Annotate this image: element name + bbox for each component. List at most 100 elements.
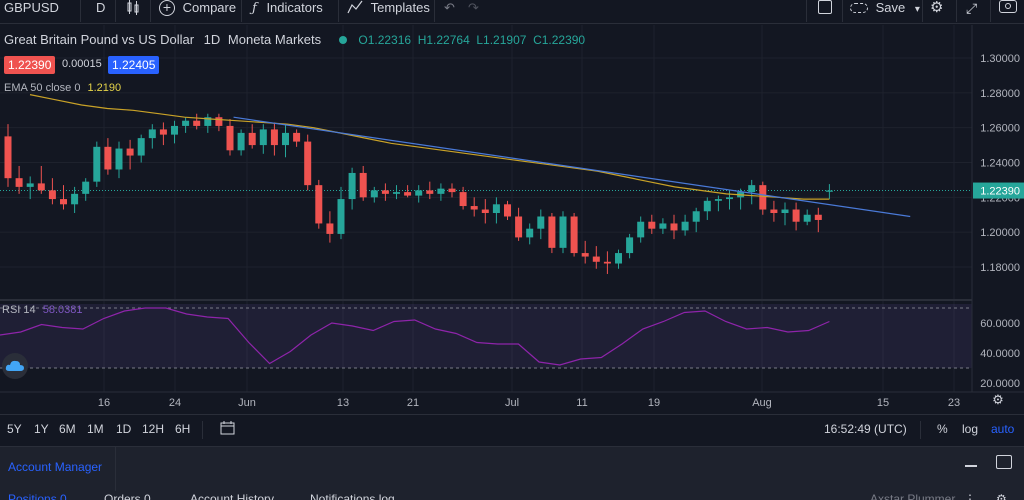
cloud-icon	[850, 3, 868, 13]
clock[interactable]: 16:52:49 (UTC)	[824, 422, 907, 436]
account-menu-button[interactable]: ⋮	[964, 492, 976, 500]
camera-icon	[999, 0, 1017, 13]
candle-body	[659, 223, 667, 229]
candle-body	[137, 138, 145, 156]
chevron-down-icon: ▾	[914, 4, 920, 15]
account-settings-button[interactable]: ⚙	[996, 492, 1007, 500]
time-tick-label: 11	[576, 397, 587, 409]
candle-body	[726, 197, 733, 200]
chart-legend: Great Britain Pound vs US Dollar 1D Mone…	[4, 32, 585, 47]
account-selector[interactable]: Axstar Plummer	[870, 492, 956, 500]
time-tick-label: 21	[407, 397, 419, 409]
rsi-tick-label: 60.0000	[980, 318, 1020, 330]
candle-body	[648, 221, 656, 229]
maximize-panel-button[interactable]	[996, 455, 1012, 469]
candle-body	[270, 129, 278, 146]
candle-body	[681, 221, 689, 231]
range-1m[interactable]: 1M	[87, 422, 104, 436]
candle-body	[115, 148, 123, 170]
minimize-panel-button[interactable]	[964, 455, 978, 469]
chart-grid	[0, 25, 972, 392]
settings-button[interactable]: ⚙	[930, 0, 943, 24]
layout-button[interactable]	[818, 0, 832, 24]
price-tick-label: 1.18000	[980, 262, 1020, 274]
candle-body	[326, 223, 334, 234]
range-1d[interactable]: 1D	[116, 422, 132, 436]
broker-logo[interactable]	[2, 353, 28, 379]
toolbar-divider	[80, 0, 81, 22]
candle-body	[15, 178, 23, 187]
chart-pane[interactable]: 1.300001.280001.260001.240001.220001.200…	[0, 25, 1024, 410]
candle-body	[259, 129, 267, 146]
ema-legend[interactable]: EMA 50 close 0 1.2190	[4, 82, 122, 94]
candle-body	[370, 190, 378, 198]
time-tick-label: 23	[948, 397, 960, 409]
candle-body	[770, 209, 778, 214]
account-manager-panel: Account Manager Positions 0 Orders 0 Acc…	[0, 446, 1024, 500]
candle-body	[581, 253, 589, 257]
tab-positions[interactable]: Positions 0	[8, 492, 67, 500]
candle-body	[215, 117, 223, 126]
status-dot-icon	[338, 36, 347, 44]
percent-toggle[interactable]: %	[937, 422, 948, 436]
candle-body	[781, 209, 789, 214]
legend-title: Great Britain Pound vs US Dollar	[4, 32, 195, 47]
range-5y[interactable]: 5Y	[7, 422, 22, 436]
last-price-text: 1.22390	[980, 186, 1020, 198]
compare-button[interactable]: + Compare	[159, 0, 236, 24]
candle-body	[526, 228, 534, 238]
toolbar-divider	[115, 0, 116, 22]
range-divider	[202, 421, 203, 439]
chart-style-button[interactable]	[126, 0, 140, 24]
candle-body	[171, 125, 178, 135]
candle-body	[670, 223, 678, 231]
rsi-legend[interactable]: RSI 14 58.0381	[2, 304, 83, 316]
indicators-button[interactable]: ƒ Indicators	[252, 0, 323, 16]
templates-button[interactable]: Templates	[347, 0, 430, 24]
toolbar-divider	[990, 0, 991, 22]
range-6h[interactable]: 6H	[175, 422, 191, 436]
candle-body	[470, 206, 478, 210]
square-icon	[818, 0, 832, 14]
candle-body	[615, 253, 622, 264]
rsi-band	[0, 304, 972, 368]
price-chart[interactable]: 1.300001.280001.260001.240001.220001.200…	[0, 25, 1024, 410]
time-tick-label: 13	[337, 397, 349, 409]
goto-date-button[interactable]	[220, 421, 236, 439]
toolbar-divider	[241, 0, 242, 22]
buy-button[interactable]: 1.22405	[108, 56, 160, 74]
price-tick-label: 1.20000	[980, 227, 1020, 239]
tab-account-history[interactable]: Account History	[190, 492, 275, 500]
redo-button[interactable]: ↷	[468, 0, 479, 24]
candle-body	[548, 216, 556, 248]
candle-body	[626, 237, 634, 254]
toolbar-divider	[150, 0, 151, 22]
tab-orders[interactable]: Orders 0	[104, 492, 151, 500]
candle-body	[337, 199, 345, 234]
snapshot-button[interactable]	[999, 0, 1017, 24]
range-12h[interactable]: 12H	[142, 422, 165, 436]
range-1y[interactable]: 1Y	[34, 422, 49, 436]
symbol-search[interactable]: GBPUSD	[4, 0, 59, 15]
candle-body	[48, 190, 56, 200]
undo-icon: ↶	[444, 0, 455, 15]
sell-button[interactable]: 1.22390	[4, 56, 56, 74]
redo-icon: ↷	[468, 0, 479, 15]
candle-body	[637, 221, 645, 238]
account-manager-title[interactable]: Account Manager	[8, 460, 103, 474]
time-tick-label: 16	[98, 397, 110, 409]
range-6m[interactable]: 6M	[59, 422, 76, 436]
candle-body	[603, 261, 611, 264]
candle-body	[537, 216, 545, 229]
undo-button[interactable]: ↶	[444, 0, 455, 24]
fullscreen-button[interactable]: ⤢	[966, 0, 977, 24]
candle-body	[126, 148, 134, 156]
axis-settings-icon: ⚙	[992, 392, 1004, 407]
log-toggle[interactable]: log	[962, 422, 979, 436]
auto-toggle[interactable]: auto	[991, 422, 1015, 436]
rsi-axis: 60.0000 40.0000 20.0000	[980, 318, 1020, 390]
candle-body	[381, 190, 389, 194]
tab-notifications-log[interactable]: Notifications log	[310, 492, 395, 500]
interval-button[interactable]: D	[96, 0, 106, 15]
save-button[interactable]: Save ▾	[850, 0, 920, 24]
